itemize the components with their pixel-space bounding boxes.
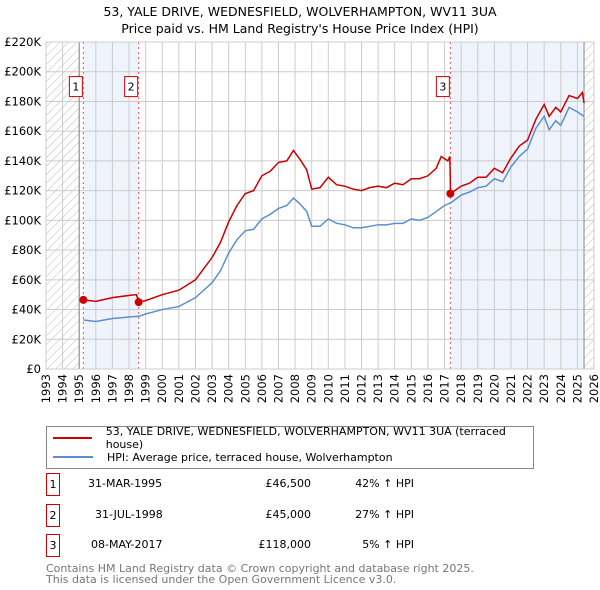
legend-label: 53, YALE DRIVE, WEDNESFIELD, WOLVERHAMPT… (105, 425, 506, 451)
sale-point (134, 298, 143, 307)
transaction-row: 2 31-JUL-1998 £45,000 27% ↑ HPI (46, 504, 446, 527)
transaction-date: 08-MAY-2017 (91, 538, 163, 551)
x-tick-label: 2011 (338, 374, 352, 403)
shaded-region (450, 42, 585, 369)
x-tick-label: 2021 (504, 374, 518, 403)
sale-point (79, 295, 88, 304)
x-tick-label: 1997 (105, 374, 119, 403)
y-tick-label: £160K (4, 124, 41, 138)
x-tick-label: 2003 (205, 374, 219, 403)
x-tick-label: 2014 (388, 374, 402, 403)
transaction-price: £118,000 (258, 538, 312, 551)
y-tick-label: £180K (4, 94, 41, 108)
chart-title: 53, YALE DRIVE, WEDNESFIELD, WOLVERHAMPT… (103, 4, 497, 19)
legend-swatch-blue (53, 456, 93, 458)
legend-item-property: 53, YALE DRIVE, WEDNESFIELD, WOLVERHAMPT… (47, 425, 533, 451)
y-tick-label: £220K (4, 35, 41, 49)
price-chart: 1993 1994 1995 1996 1997 1998 1999 2000 2001 2002… (4, 35, 600, 403)
x-tick-label: 2009 (305, 374, 319, 403)
transaction-price: £45,000 (265, 508, 312, 521)
x-tick-label: 2007 (271, 374, 285, 403)
x-tick-label: 2000 (155, 374, 169, 403)
x-tick-label: 1998 (122, 374, 136, 403)
legend-item-hpi: HPI: Average price, terraced house, Wolv… (47, 448, 393, 466)
y-tick-label: £40K (12, 303, 42, 317)
transaction-badge: 2 (46, 504, 60, 527)
plot-border (45, 41, 595, 370)
x-tick-label: 2017 (438, 374, 452, 403)
transaction-row: 1 31-MAR-1995 £46,500 42% ↑ HPI (46, 473, 446, 496)
y-tick-label: £0 (26, 362, 41, 376)
transaction-badge: 3 (46, 534, 60, 557)
transaction-hpi: 42% ↑ HPI (355, 477, 414, 490)
transaction-hpi: 5% ↑ HPI (362, 538, 414, 551)
sale-label: 3 (439, 81, 446, 94)
x-tick-label: 2004 (222, 374, 236, 403)
x-tick-label: 2006 (255, 374, 269, 403)
x-tick-label: 1994 (56, 374, 70, 403)
transaction-row: 3 08-MAY-2017 £118,000 5% ↑ HPI (46, 534, 446, 557)
x-tick-label: 2020 (487, 374, 501, 403)
x-tick-label: 2013 (371, 374, 385, 403)
legend-label: HPI: Average price, terraced house, Wolv… (107, 450, 393, 464)
x-tick-label: 2015 (404, 374, 418, 403)
hpi-line (83, 106, 585, 323)
y-tick-label: £140K (4, 154, 41, 168)
x-tick-label: 1993 (39, 374, 53, 403)
x-tick-label: 2023 (537, 374, 551, 403)
attribution-line-2: This data is licensed under the Open Gov… (46, 573, 397, 586)
sale-label-box (124, 76, 139, 98)
transaction-date: 31-JUL-1998 (95, 508, 163, 521)
transaction-hpi: 27% ↑ HPI (355, 508, 414, 521)
hatched-region (584, 42, 594, 369)
y-tick-label: £20K (12, 332, 42, 346)
attribution-line-1: Contains HM Land Registry data © Crown c… (46, 562, 474, 575)
x-tick-label: 2012 (355, 374, 369, 403)
x-tick-label: 2019 (471, 374, 485, 403)
x-tick-label: 1996 (89, 374, 103, 403)
attribution: Contains HM Land Registry data © Crown c… (46, 563, 474, 585)
y-tick-label: £200K (4, 65, 41, 79)
sale-label-box (68, 76, 83, 98)
x-tick-label: 2008 (288, 374, 302, 403)
transaction-badge: 1 (46, 473, 60, 496)
x-tick-label: 2002 (188, 374, 202, 403)
x-tick-label: 2026 (587, 374, 600, 403)
x-tick-label: 2025 (570, 374, 584, 403)
x-tick-label: 2024 (554, 374, 568, 403)
x-tick-label: 2005 (238, 374, 252, 403)
x-tick-label: 2016 (421, 374, 435, 403)
sale-label: 1 (72, 81, 79, 94)
x-tick-label: 1999 (139, 374, 153, 403)
y-tick-label: £60K (12, 273, 42, 287)
y-tick-label: £80K (12, 243, 42, 257)
sale-label-box (435, 76, 450, 98)
sale-label: 2 (128, 81, 135, 94)
x-tick-label: 1995 (72, 374, 86, 403)
x-tick-label: 2018 (454, 374, 468, 403)
legend: 53, YALE DRIVE, WEDNESFIELD, WOLVERHAMPT… (46, 425, 534, 469)
transaction-price: £46,500 (265, 477, 312, 490)
sale-point (446, 189, 455, 198)
chart-subtitle: Price paid vs. HM Land Registry's House … (121, 21, 479, 36)
property-price-line (83, 90, 585, 303)
x-tick-label: 2001 (172, 374, 186, 403)
x-tick-label: 2010 (321, 374, 335, 403)
x-tick-label: 2022 (521, 374, 535, 403)
legend-swatch-red (53, 437, 92, 439)
y-tick-label: £120K (4, 184, 41, 198)
y-tick-label: £100K (4, 213, 41, 227)
transaction-date: 31-MAR-1995 (88, 477, 163, 490)
